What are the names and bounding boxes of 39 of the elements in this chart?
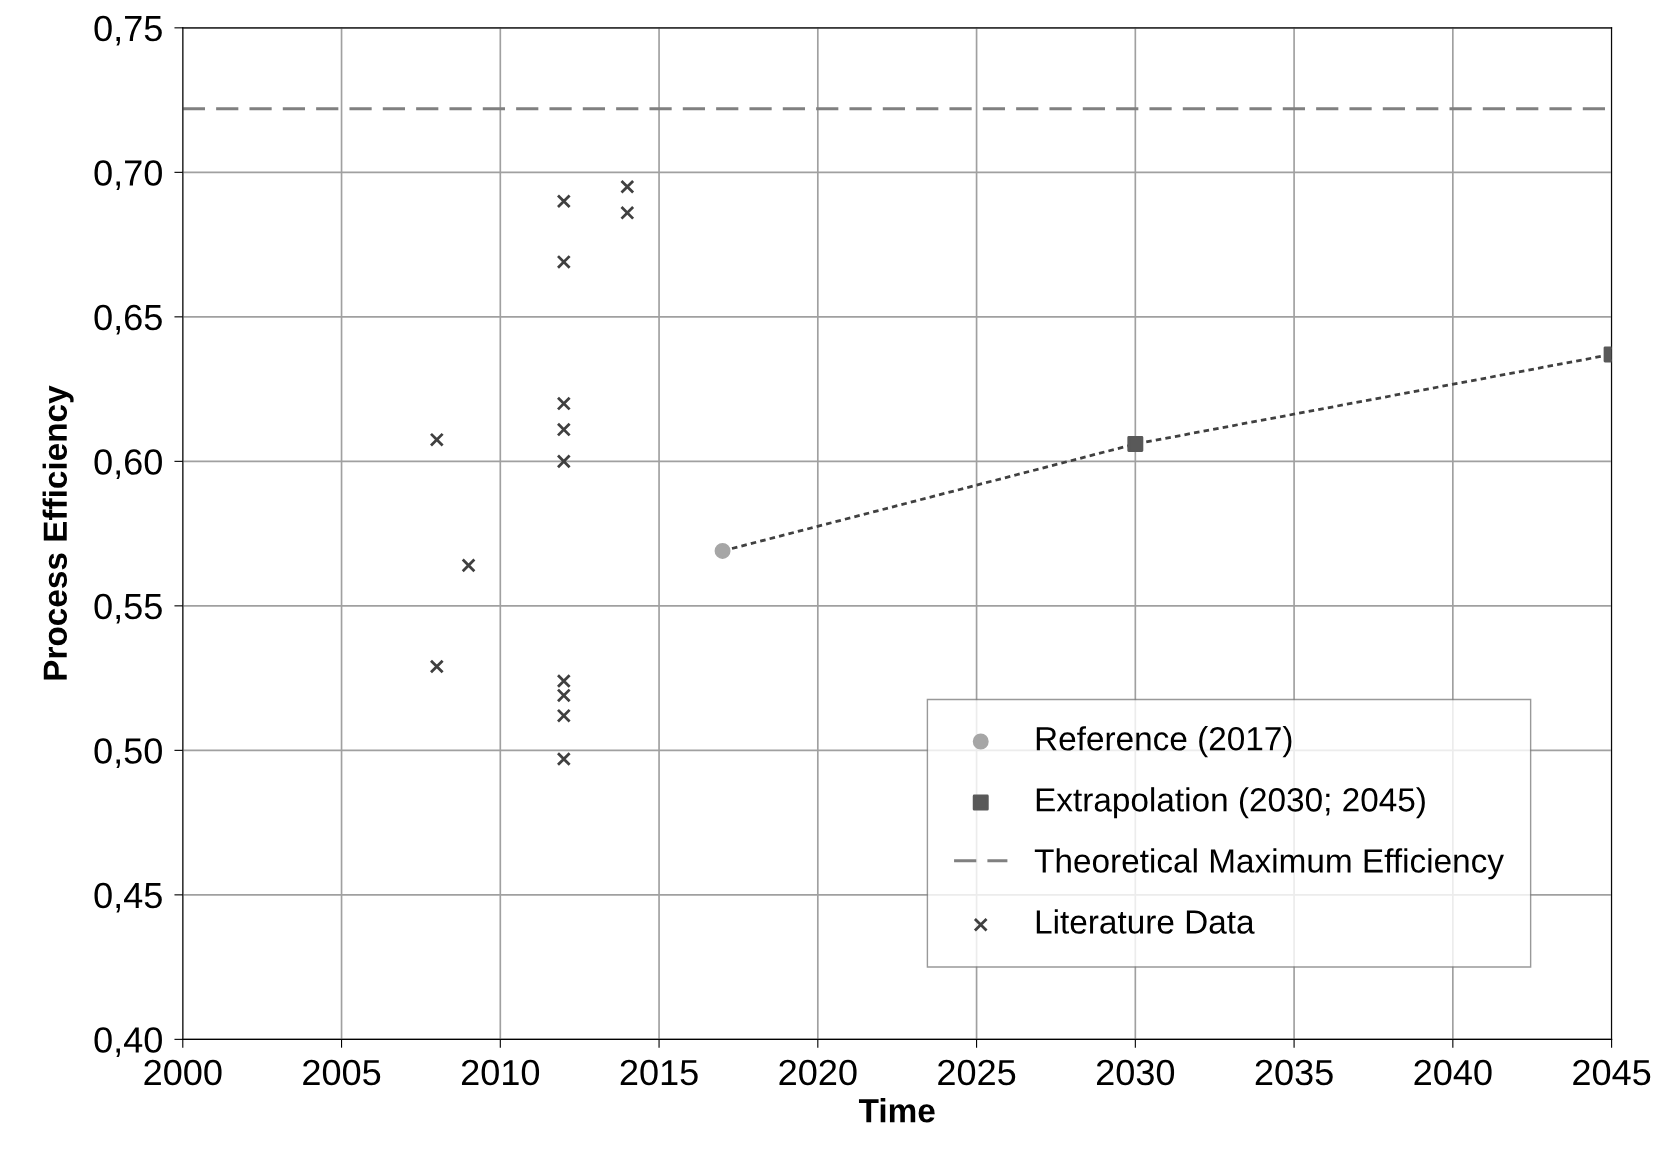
x-tick-label: 2045 [1573, 1059, 1651, 1086]
y-axis-title: Process Efficiency [42, 385, 74, 680]
x-tick-label: 2035 [1255, 1059, 1333, 1086]
x-tick-label: 2000 [144, 1059, 222, 1086]
point [556, 688, 572, 703]
y-tick-label: 0,55 [94, 593, 162, 624]
point [461, 558, 476, 573]
point [429, 659, 444, 674]
point [429, 432, 444, 447]
point [556, 254, 572, 270]
point [556, 194, 572, 209]
x-tick-label: 2015 [620, 1059, 698, 1086]
point [556, 454, 572, 469]
x-tick-label: 2040 [1414, 1059, 1492, 1086]
y-tick-label: 0,70 [94, 160, 162, 191]
point [556, 708, 572, 723]
legend-label: Reference (2017) [1036, 726, 1292, 758]
y-tick-label: 0,65 [94, 304, 162, 335]
x-tick-label: 2030 [1096, 1059, 1175, 1086]
y-tick-label: 0,75 [94, 15, 162, 46]
legend-label: Literature Data [1036, 909, 1255, 934]
point [620, 205, 635, 220]
point [620, 179, 635, 194]
legend-label: Extrapolation (2030; 2045) [1036, 787, 1425, 819]
point [714, 542, 731, 559]
x-tick-label: 2025 [938, 1059, 1016, 1086]
y-tick-label: 0,45 [94, 882, 162, 913]
x-tick-label: 2010 [461, 1059, 540, 1086]
x-tick-label: 2020 [779, 1059, 857, 1086]
point [556, 396, 572, 411]
y-tick-label: 0,60 [94, 449, 162, 480]
x-tick-label: 2005 [303, 1059, 381, 1086]
point [556, 422, 572, 437]
y-tick-label: 0,40 [94, 1027, 162, 1058]
point [556, 673, 572, 689]
legend-label: Theoretical Maximum Efficiency [1034, 848, 1504, 880]
point [556, 751, 572, 767]
y-tick-label: 0,50 [94, 738, 162, 769]
x-axis-title: Time [858, 1098, 935, 1123]
